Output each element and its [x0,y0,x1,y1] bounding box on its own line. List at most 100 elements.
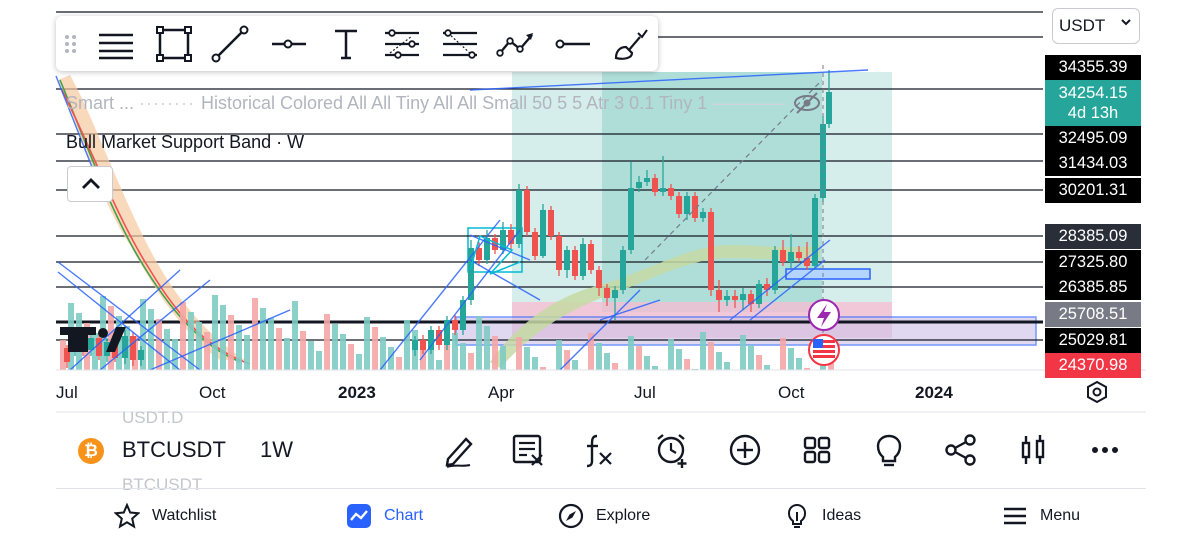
trend-line[interactable] [69,269,181,371]
collapse-legend-button[interactable] [67,166,113,202]
eye-hidden-icon[interactable] [792,91,822,115]
nav-explore[interactable]: Explore [558,503,650,529]
candle [780,240,786,266]
volume-bar [348,344,354,370]
time-axis-label: Jul [56,383,78,402]
candle [692,192,698,222]
price-tag[interactable]: 26385.85 [1045,275,1141,300]
pattern-line[interactable] [469,234,521,275]
volume-bar [516,337,522,370]
price-tag[interactable]: 34355.39 [1045,55,1141,80]
volume-bar [220,305,226,370]
price-tag[interactable]: 30201.31 [1045,178,1141,203]
trend-line[interactable] [559,289,641,371]
time-axis-label: 2023 [338,383,376,402]
candle [756,280,762,308]
volume-bar [236,325,242,370]
price-tag[interactable]: 24370.98 [1045,353,1141,378]
projection-line[interactable] [644,79,823,261]
nav-chart[interactable]: Chart [346,503,423,529]
trend-lines[interactable] [55,69,869,371]
idea-bulb-icon[interactable] [870,431,908,469]
indicator-short-name: Smart ... [66,93,135,113]
candle [732,290,738,308]
candle-style-icon[interactable] [1014,431,1052,469]
currency-select[interactable]: USDT [1052,8,1140,44]
support-band-legend[interactable]: Bull Market Support Band · W [66,132,304,153]
candle [492,234,498,254]
trend-line[interactable] [469,69,869,91]
candle [708,208,714,296]
price-tag[interactable]: 32495.09 [1045,126,1141,151]
trend-line[interactable] [57,271,181,371]
indicator-list-icon[interactable] [509,431,547,469]
trend-line[interactable] [99,279,211,371]
volume-bar [204,332,210,370]
candle [508,224,514,250]
fx-icon[interactable] [580,431,618,469]
trend-line-icon[interactable] [210,25,250,63]
horizontal-segment-icon[interactable] [554,25,594,63]
price-tag[interactable]: 27325.80 [1045,250,1141,275]
drag-handle-icon[interactable] [60,25,82,63]
small-box[interactable] [785,268,871,280]
candlestick-series[interactable] [64,70,832,368]
nav-ideas-label: Ideas [822,507,862,524]
band-fill-left [58,75,245,360]
trend-line[interactable] [149,309,291,371]
price-tag[interactable]: 28385.09 [1045,224,1141,249]
btc-logo-icon: ₿ [78,438,104,464]
hamburger-icon [1004,507,1026,525]
candle [564,246,570,278]
brush-icon[interactable] [610,25,650,63]
trend-line[interactable] [469,259,541,301]
rectangle-icon[interactable] [154,25,194,63]
path-icon[interactable] [496,25,536,63]
lightning-event-icon[interactable] [808,299,840,331]
trend-line[interactable] [379,219,501,371]
alert-add-icon[interactable] [652,431,690,469]
apps-grid-icon[interactable] [798,431,836,469]
trend-line[interactable] [599,299,661,321]
horizontal-ray-icon[interactable] [268,25,308,63]
chart-settings-icon[interactable] [1087,380,1107,404]
chart-icon [347,504,371,528]
interval-button[interactable]: 1W [260,437,293,462]
ghost-symbol-bottom: BTCUSDT [122,475,203,494]
us-flag-event-icon[interactable] [808,334,840,366]
candle [468,240,474,305]
symbol-name[interactable]: BTCUSDT [122,437,226,462]
volume-bar [292,301,298,370]
trend-line[interactable] [749,259,826,321]
price-tag[interactable]: 25708.51 [1045,302,1141,327]
price-tag[interactable]: 25029.81 [1045,328,1141,353]
volume-bar [588,333,594,370]
candle [644,170,650,186]
plus-circle-icon[interactable] [726,431,764,469]
share-icon[interactable] [942,431,980,469]
indicator-legend[interactable]: Smart ... ········ Historical Colored Al… [66,93,785,113]
trend-line[interactable] [729,239,831,321]
trend-line[interactable] [469,234,531,261]
volume-bar [164,329,170,370]
volume-bar [484,326,490,370]
price-tag[interactable]: 34254.15 4d 13h [1045,80,1141,126]
nav-ideas[interactable]: Ideas [784,503,861,529]
trend-line[interactable] [419,229,521,361]
text-icon[interactable] [326,25,366,63]
price-tag[interactable]: 31434.03 [1045,151,1141,176]
horizontal-lines-icon[interactable] [96,25,136,63]
more-icon[interactable] [1086,431,1124,469]
candle [460,296,466,335]
volume-bar [564,350,570,370]
fib-retracement-icon[interactable] [440,25,480,63]
parallel-channel-icon[interactable] [382,25,422,63]
draw-icon[interactable] [440,431,478,469]
price-tag-label: 27325.80 [1058,253,1128,271]
volume-bar [676,349,682,370]
nav-menu[interactable]: Menu [1002,503,1080,529]
candle [740,288,746,310]
candle [596,266,602,296]
nav-watchlist[interactable]: Watchlist [114,503,216,529]
